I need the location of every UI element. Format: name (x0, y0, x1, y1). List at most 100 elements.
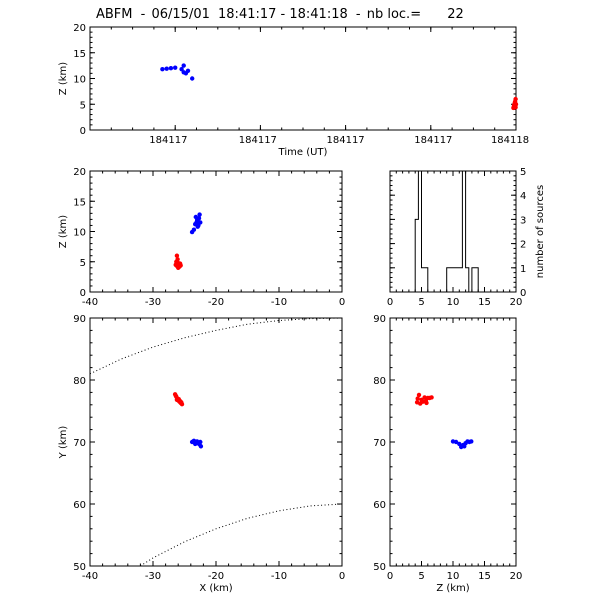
z-vs-time-frame (89, 26, 517, 131)
source-point (416, 392, 422, 398)
z-histogram-xtick-label: 0 (387, 297, 393, 308)
source-point (173, 65, 178, 70)
histogram-bin (456, 268, 459, 292)
source-point (195, 224, 200, 229)
source-point (198, 220, 203, 225)
source-point (469, 439, 474, 444)
z-vs-time-xlabel: Time (UT) (278, 147, 328, 158)
y-vs-z-xtick-label: 20 (510, 571, 523, 582)
source-point (174, 253, 180, 258)
histogram-bin (466, 268, 469, 292)
z-vs-time-ylabel: Z (km) (58, 62, 69, 95)
z-vs-x-panel: -40 -30 -20 -10 0 0 5 10 15 20 Z (km) (58, 167, 345, 308)
z-vs-time-xtick-label: 184117 (239, 135, 277, 146)
y-vs-x-ylabel: Y (km) (58, 426, 69, 460)
range-arc (89, 317, 343, 375)
y-vs-z-xtick-label: 15 (478, 571, 491, 582)
z-vs-x-ytick-label: 15 (73, 197, 86, 208)
source-point (185, 68, 191, 74)
y-vs-z-ytick-label: 50 (373, 562, 386, 573)
y-vs-x-ytick-label: 80 (73, 376, 86, 387)
source-point (429, 395, 434, 400)
y-vs-x-xtick-label: -10 (271, 571, 287, 582)
y-vs-z-xlabel: Z (km) (436, 583, 469, 594)
z-vs-x-frame (89, 170, 343, 293)
y-vs-x-xlabel: X (km) (199, 583, 232, 594)
z-vs-x-xtick-label: -20 (208, 297, 224, 308)
y-vs-z-ytick-label: 60 (373, 500, 386, 511)
z-histogram-frame (389, 170, 517, 293)
z-vs-time-xtick-label: 184117 (149, 135, 187, 146)
histogram-outline (390, 170, 516, 293)
source-point (513, 96, 518, 102)
title-count: 22 (447, 7, 464, 22)
z-histogram-xtick-label: 15 (478, 297, 491, 308)
y-vs-z-ytick-label: 80 (373, 376, 386, 387)
y-vs-z-xtick-label: 10 (447, 571, 460, 582)
z-vs-time-xtick-label: 184117 (414, 135, 452, 146)
source-point (193, 441, 198, 447)
source-point (177, 261, 183, 266)
z-histogram-ytick-label: 5 (520, 167, 526, 178)
source-point (462, 444, 467, 449)
source-point (173, 393, 178, 398)
y-vs-x-ytick-label: 60 (73, 500, 86, 511)
source-point (193, 214, 198, 220)
y-vs-z-panel: 0 5 10 15 20 50 60 70 80 90 Z (km) (373, 314, 522, 594)
z-vs-time-xtick-label: 184117 (327, 135, 365, 146)
source-point (181, 63, 186, 68)
z-vs-x-ytick-label: 20 (73, 167, 86, 178)
y-vs-z-xtick-label: 0 (387, 571, 393, 582)
z-vs-x-ytick-label: 5 (80, 258, 86, 269)
y-vs-x-ytick-label: 70 (73, 438, 86, 449)
z-vs-x-xtick-label: -30 (145, 297, 161, 308)
z-histogram-xtick-label: 5 (418, 297, 424, 308)
z-vs-x-xtick-label: 0 (339, 297, 345, 308)
title-station: ABFM (96, 7, 133, 22)
z-vs-time-ytick-label: 5 (80, 100, 86, 111)
title-count-label: nb loc.= (367, 7, 421, 22)
figure-title: ABFM - 06/15/01 18:41:17 - 18:41:18 - nb… (96, 7, 464, 22)
source-point (197, 212, 202, 217)
source-point (198, 439, 203, 445)
y-vs-x-xtick-label: -30 (145, 571, 161, 582)
source-point (423, 398, 429, 404)
z-histogram-ylabel: number of sources (535, 185, 546, 278)
y-vs-x-xtick-label: -40 (82, 571, 98, 582)
z-histogram-ytick-label: 2 (520, 240, 526, 251)
z-histogram-ytick-label: 4 (520, 191, 526, 202)
title-time-range: 18:41:17 - 18:41:18 (218, 7, 348, 22)
z-histogram-xtick-label: 20 (510, 297, 523, 308)
source-point (179, 67, 184, 72)
y-vs-z-xtick-label: 5 (418, 571, 424, 582)
source-point (190, 76, 195, 81)
z-histogram-ytick-label: 3 (520, 215, 526, 226)
z-vs-time-ytick-label: 10 (73, 75, 86, 86)
source-point (453, 439, 459, 445)
y-vs-z-ytick-label: 70 (373, 438, 386, 449)
z-vs-x-ytick-label: 0 (80, 288, 86, 299)
z-vs-x-xtick-label: -10 (271, 297, 287, 308)
y-vs-x-ytick-label: 90 (73, 314, 86, 325)
source-point (177, 398, 183, 404)
z-histogram-ytick-label: 0 (520, 288, 526, 299)
source-point (198, 444, 204, 449)
z-vs-x-ytick-label: 10 (73, 228, 86, 239)
z-vs-time-ytick-label: 15 (73, 49, 86, 60)
z-vs-time-ytick-label: 0 (80, 126, 86, 137)
z-vs-x-xtick-label: -40 (82, 297, 98, 308)
y-vs-x-ytick-label: 50 (73, 562, 86, 573)
histogram-bin (459, 268, 462, 292)
y-vs-x-panel: -40 -30 -20 -10 0 50 60 70 80 90 X (km) Y (km) (58, 314, 345, 594)
source-point (513, 102, 519, 107)
source-point (415, 396, 420, 401)
title-date: 06/15/01 (151, 7, 209, 22)
z-vs-time-panel: 184117 184117 184117 184117 184118 0 5 10 15 20 Ti… (58, 23, 529, 158)
z-vs-time-ytick-label: 20 (73, 23, 86, 34)
z-vs-time-xtick-label: 184118 (491, 135, 529, 146)
source-point (164, 66, 169, 71)
source-point (160, 67, 165, 72)
y-vs-x-xtick-label: -20 (208, 571, 224, 582)
